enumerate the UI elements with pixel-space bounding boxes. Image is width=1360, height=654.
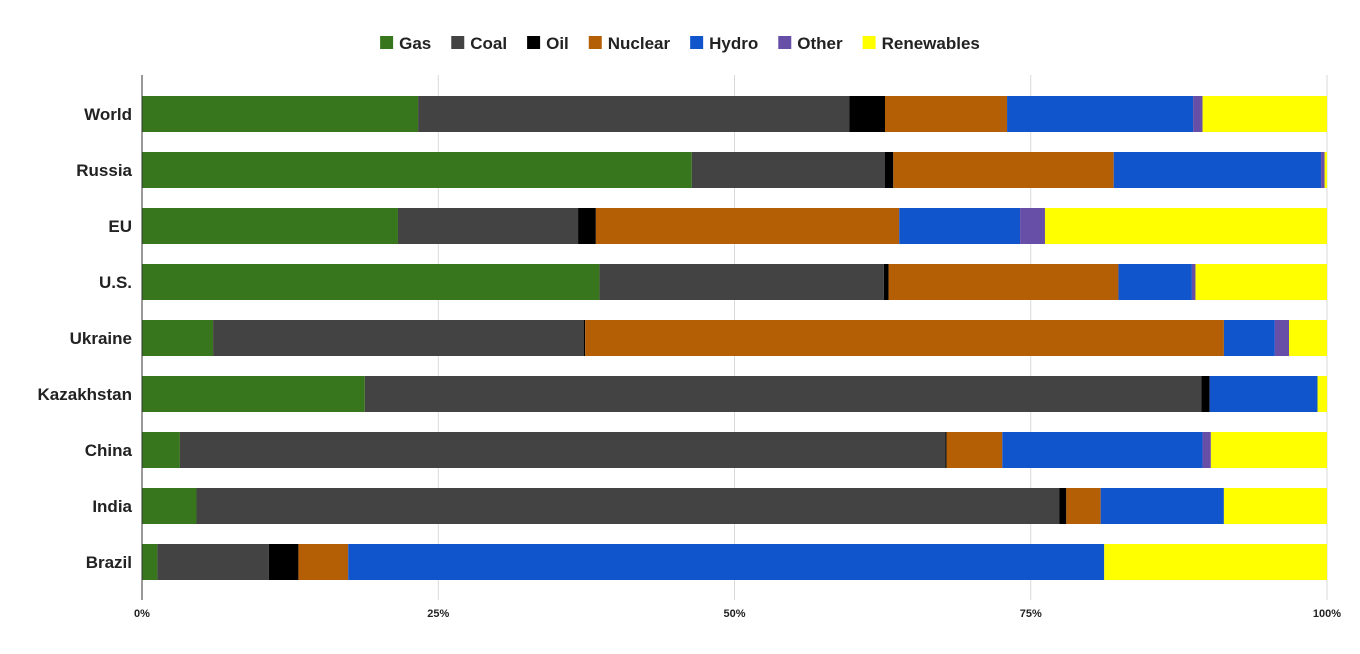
legend-label: Coal [470,34,507,53]
legend-label: Renewables [882,34,980,53]
bar-segment-kazakhstan-renewables [1317,376,1327,412]
bar-segment-u-s--coal [599,264,884,300]
legend-item-oil: Oil [527,34,569,53]
bar-segment-kazakhstan-oil [1201,376,1210,412]
bar-segment-world-hydro [1007,96,1194,132]
bar-segment-india-coal [196,488,1060,524]
legend-swatch [862,36,876,49]
category-label: Ukraine [70,329,132,348]
bar-segment-brazil-oil [268,544,299,580]
legend-label: Other [797,34,843,53]
bar-segment-u-s--renewables [1195,264,1327,300]
bar-segment-eu-hydro [899,208,1021,244]
bar-segment-china-other [1202,432,1211,468]
bar-segment-india-renewables [1223,488,1327,524]
bar-segment-ukraine-coal [213,320,585,356]
bars [142,96,1327,580]
bar-segment-china-gas [142,432,180,468]
bar-segment-brazil-hydro [348,544,1105,580]
legend-label: Gas [399,34,431,53]
category-label: India [92,497,132,516]
legend-swatch [588,36,602,49]
bar-segment-ukraine-renewables [1289,320,1327,356]
bar-segment-brazil-nuclear [298,544,349,580]
bar-segment-eu-renewables [1044,208,1327,244]
legend-item-nuclear: Nuclear [588,34,671,53]
bar-segment-russia-coal [691,152,885,188]
legend-label: Hydro [709,34,758,53]
bar-segment-ukraine-hydro [1223,320,1275,356]
bar-segment-china-coal [179,432,946,468]
bar-segment-kazakhstan-gas [142,376,365,412]
bar-segment-ukraine-other [1274,320,1290,356]
bar-segment-eu-coal [397,208,579,244]
bar-segment-u-s--oil [883,264,889,300]
x-tick-label: 0% [134,608,150,620]
x-tick-label: 100% [1313,608,1341,620]
bar-segment-u-s--other [1191,264,1196,300]
bar-segment-china-renewables [1210,432,1327,468]
legend-item-gas: Gas [380,34,431,53]
bar-segment-brazil-renewables [1104,544,1327,580]
bar-segment-china-oil [945,432,947,468]
category-labels: World Russia EU U.S. Ukraine Kazakhstan China I… [38,105,133,572]
bar-segment-china-hydro [1002,432,1203,468]
bar-segment-india-hydro [1100,488,1224,524]
bar-segment-u-s--nuclear [888,264,1119,300]
bar-segment-world-coal [418,96,850,132]
legend: Gas Coal Oil Nuclear Hydro Other Renewables [380,34,980,53]
category-label: U.S. [99,273,132,292]
bar-segment-world-oil [849,96,885,132]
bar-segment-india-gas [142,488,197,524]
legend-swatch [778,36,792,49]
category-label: World [84,105,132,124]
x-tick-label: 75% [1020,608,1042,620]
bar-segment-russia-other [1321,152,1325,188]
bar-segment-world-renewables [1202,96,1327,132]
bar-segment-kazakhstan-coal [364,376,1202,412]
bar-segment-russia-oil [884,152,894,188]
category-label: Russia [76,161,132,180]
category-label: China [85,441,133,460]
bar-segment-ukraine-nuclear [585,320,1224,356]
bar-segment-brazil-coal [157,544,269,580]
legend-label: Oil [546,34,569,53]
legend-swatch [690,36,704,49]
legend-swatch [380,36,394,49]
bar-segment-china-nuclear [946,432,1003,468]
x-tick-label: 50% [723,608,745,620]
bar-segment-eu-oil [578,208,596,244]
legend-label: Nuclear [608,34,671,53]
legend-item-other: Other [778,34,843,53]
bar-segment-russia-hydro [1113,152,1322,188]
bar-segment-world-other [1193,96,1203,132]
bar-segment-world-gas [142,96,419,132]
bar-segment-brazil-gas [142,544,158,580]
bar-segment-india-oil [1059,488,1067,524]
bar-segment-world-nuclear [884,96,1008,132]
bar-segment-ukraine-gas [142,320,214,356]
bar-segment-u-s--gas [142,264,600,300]
x-tick-label: 25% [427,608,449,620]
legend-swatch [451,36,465,49]
bar-segment-eu-gas [142,208,398,244]
bar-segment-u-s--hydro [1118,264,1192,300]
bar-segment-russia-nuclear [893,152,1114,188]
legend-item-hydro: Hydro [690,34,758,53]
bar-segment-ukraine-oil [584,320,586,356]
bar-segment-india-nuclear [1066,488,1101,524]
x-tick-labels: 0% 25% 50% 75% 100% [134,608,1341,620]
category-label: EU [108,217,132,236]
category-label: Kazakhstan [38,385,132,404]
legend-item-coal: Coal [451,34,507,53]
bar-segment-russia-gas [142,152,692,188]
bar-segment-eu-other [1020,208,1045,244]
legend-item-renewables: Renewables [862,34,980,53]
category-label: Brazil [86,553,132,572]
bar-segment-eu-nuclear [595,208,900,244]
bar-segment-russia-renewables [1324,152,1327,188]
bar-segment-kazakhstan-hydro [1209,376,1318,412]
legend-swatch [527,36,541,49]
